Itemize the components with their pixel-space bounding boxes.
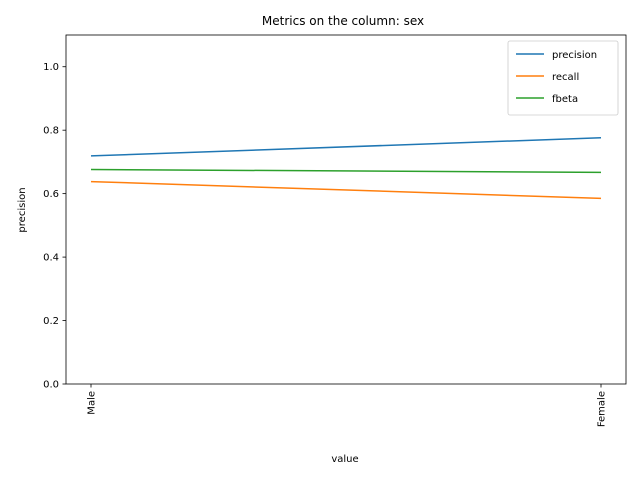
axes-frame [65, 34, 627, 385]
legend-label-fbeta: fbeta [552, 94, 578, 105]
x-tick-label: Male [87, 391, 98, 415]
x-tick-label: Female [597, 391, 608, 427]
y-tick-label: 0.6 [43, 189, 59, 200]
y-tick-label: 1.0 [43, 62, 59, 73]
series-line-fbeta [90, 168, 602, 174]
y-tick-label: 0.2 [43, 316, 59, 327]
y-axis-label: precision [17, 187, 28, 232]
y-tick-label: 0.4 [43, 253, 59, 264]
series-line-precision [90, 137, 602, 157]
legend: precision recall fbeta [507, 40, 619, 116]
series-line-recall [90, 180, 602, 200]
y-tick-label: 0.0 [43, 380, 59, 391]
chart-title: Metrics on the column: sex [262, 14, 424, 28]
legend-label-recall: recall [552, 72, 579, 83]
legend-label-precision: precision [552, 50, 597, 61]
x-axis-label: value [331, 454, 358, 465]
plot-area: 0.0 0.2 0.4 0.6 0.8 1.0 Male Female [43, 34, 627, 427]
y-tick-label: 0.8 [43, 126, 59, 137]
legend-box [507, 40, 619, 116]
